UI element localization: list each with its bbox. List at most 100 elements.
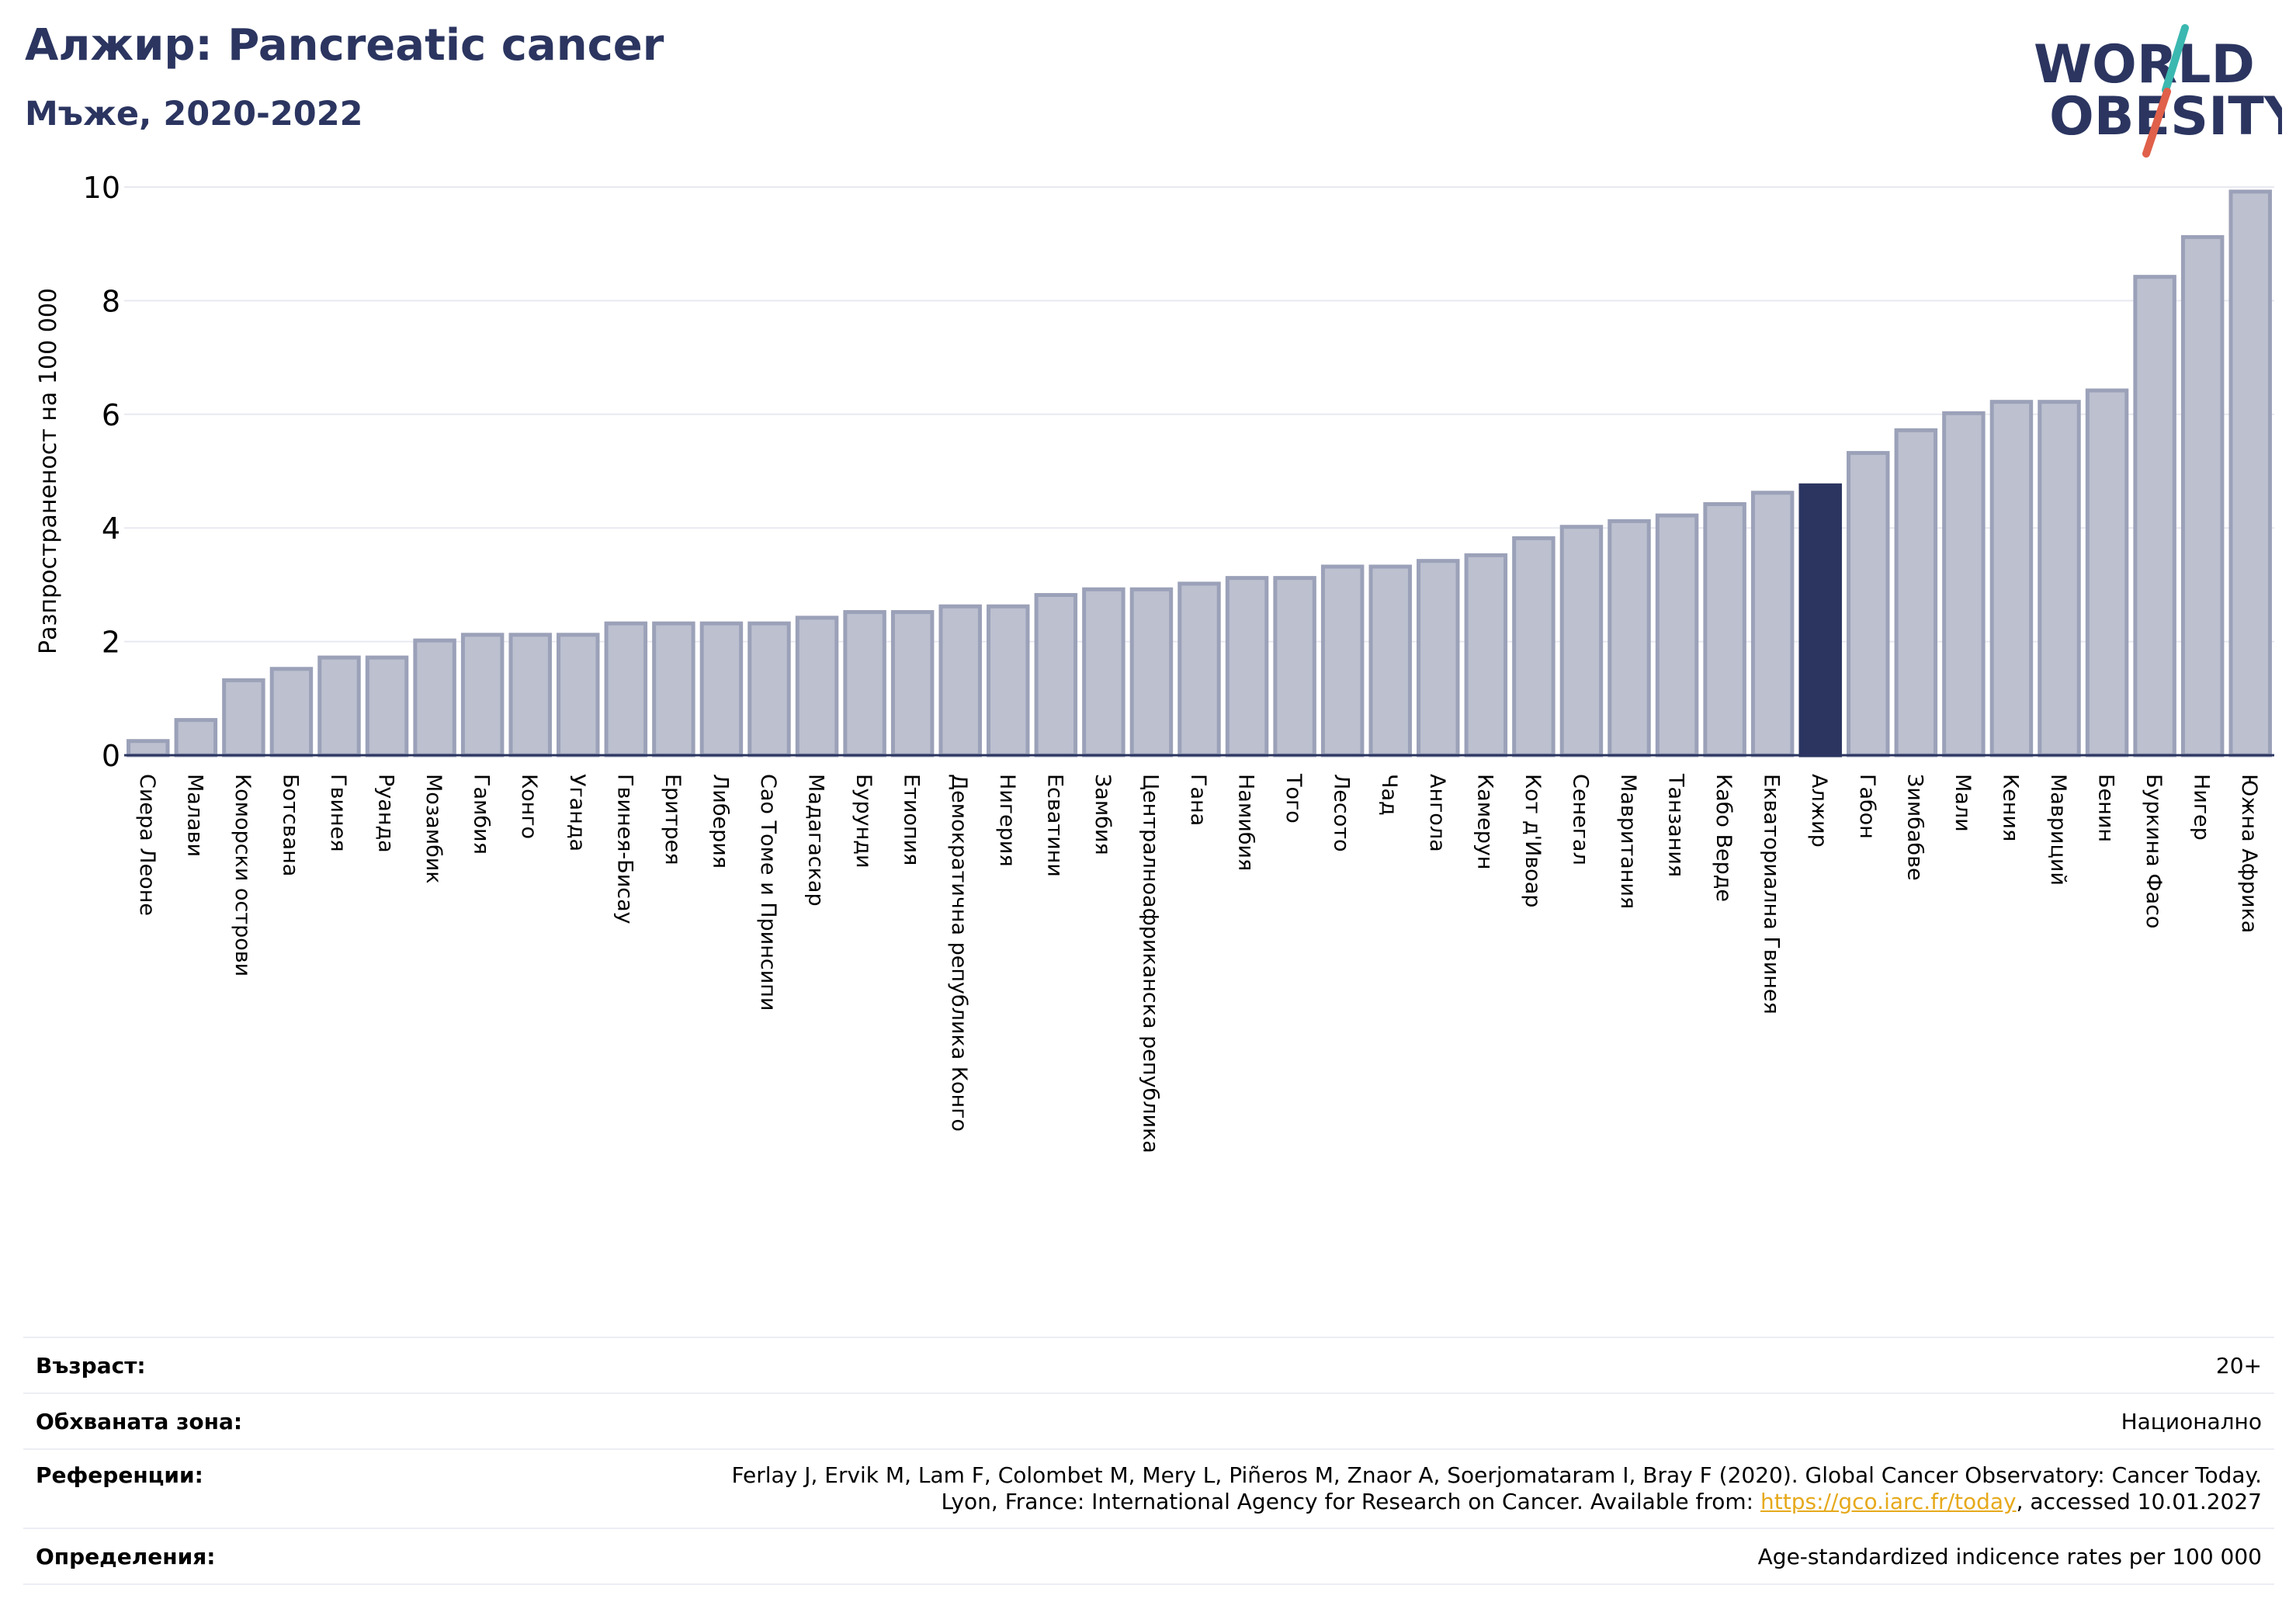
x-tick-label: Чад [1377,774,1401,816]
bar [1368,564,1412,758]
bar [460,633,505,758]
bar [222,678,265,758]
chart-subtitle: Мъже, 2020-2022 [25,95,363,134]
world-obesity-logo: WORLD OBESITY [2034,24,2282,158]
bar [1847,451,1890,758]
x-tick-label: Буркина Фасо [2142,774,2166,928]
references-value: Ferlay J, Ervik M, Lam F, Colombet M, Me… [731,1462,2262,1515]
bar [1417,559,1460,758]
bar [1512,536,1556,758]
bar [557,633,600,758]
bar [1608,518,1651,758]
bar [2038,400,2081,758]
references-label: Референции: [36,1462,203,1488]
x-tick-label: Танзания [1664,773,1688,877]
logo-slash-teal [2162,24,2189,94]
x-tick-label: Демократична република Конго [947,774,971,1132]
y-tick-label: 10 [83,171,120,205]
bar [2228,189,2272,758]
x-tick-label: Замбия [1091,774,1115,855]
footer-row-age: Възраст: 20+ [23,1337,2274,1392]
y-axis-label: Разпространеност на 100 000 [35,288,62,654]
bar [699,621,744,758]
x-tick-label: Нигер [2190,774,2214,841]
x-tick-label: Гвинея-Бисау [612,774,636,924]
x-tick-label: Ботсвана [278,774,302,876]
bar [890,610,935,758]
definitions-value: Age-standardized indicence rates per 100… [1757,1543,2262,1569]
references-link[interactable]: https://gco.iarc.fr/today [1760,1489,2017,1514]
x-tick-label: Гана [1186,774,1210,826]
chart-title: Алжир: Pancreatic cancer [25,20,664,71]
x-tick-label: Малави [182,774,206,857]
x-tick-label: Мавритания [1616,774,1640,909]
bar [269,667,314,758]
y-tick-labels: 0 2 4 6 8 10 [83,171,120,773]
bar [127,739,170,758]
x-tick-label: Коморски острови [231,774,255,976]
bar [1559,525,1604,758]
x-tick-label: Екваториална Гвинея [1760,774,1784,1014]
bar [2085,388,2129,758]
x-tick-label: Мадагаскар [804,774,828,907]
bar [1177,581,1221,758]
x-tick-label: Бенин [2094,774,2118,842]
x-tick-label: Кабо Верде [1712,774,1736,902]
footer-row-references: Референции: Ferlay J, Ervik M, Lam F, Co… [23,1448,2274,1528]
x-tick-label: Сенегал [1568,774,1592,865]
x-tick-label: Руанда [374,774,398,853]
x-tick-label: Габон [1855,774,1879,839]
bar [747,621,791,758]
x-tick-label: Ангола [1425,774,1449,852]
bar [365,655,409,758]
bar [652,621,695,758]
bar [1464,553,1508,758]
x-tick-label: Зимбабве [1902,774,1927,881]
bar [508,633,552,758]
footer-row-definitions: Определения: Age-standardized indicence … [23,1528,2274,1585]
bar-highlight [1798,483,1842,758]
bar [1225,576,1269,758]
references-line2-pre: Lyon, France: International Agency for R… [941,1489,1760,1514]
area-value: Национално [2121,1408,2262,1434]
x-tick-label: Южна Африка [2237,774,2261,933]
x-tick-label: Есватини [1042,774,1066,877]
x-tick-label: Кот д'Ивоар [1521,774,1545,907]
area-label: Обхваната зона: [36,1408,243,1434]
bar [174,718,218,758]
bar [938,604,982,758]
bar [1273,576,1316,758]
x-tick-label: Сиера Леоне [135,774,159,916]
x-tick-label: Централноафриканска република [1138,774,1162,1153]
bar [1034,593,1078,758]
bar [604,621,648,758]
x-tick-label: Намибия [1234,774,1258,871]
x-tick-label: Того [1282,773,1306,824]
bar [2180,234,2225,758]
y-tick-label: 0 [102,739,120,773]
bar [795,616,839,758]
bar [1703,501,1746,758]
y-tick-label: 2 [102,626,120,660]
x-tick-label: Уганда [565,774,589,851]
y-tick-label: 8 [102,284,120,318]
bar [987,604,1030,758]
footer-row-area: Обхваната зона: Национално [23,1392,2274,1448]
references-line1: Ferlay J, Ervik M, Lam F, Colombet M, Me… [731,1462,2262,1488]
x-tick-label: Лесото [1330,774,1354,852]
bar [2133,275,2176,758]
x-tick-label: Камерун [1472,774,1497,869]
x-tick-label: Мозамбик [421,774,446,884]
x-tick-label: Еритрея [661,774,685,865]
x-tick-label: Либерия [708,774,732,869]
age-label: Възраст: [36,1352,146,1379]
x-tick-label: Гвинея [326,774,350,851]
x-tick-label: Етиопия [900,774,924,865]
x-tick-label: Сао Томе и Принсипи [756,774,780,1011]
x-tick-label: Кения [1998,774,2022,841]
x-tick-label: Нигерия [995,774,1019,867]
x-tick-label: Мавриций [2046,774,2070,886]
bar [1942,411,1986,758]
logo-line1: WORLD [2034,34,2255,95]
bar [1989,400,2034,758]
